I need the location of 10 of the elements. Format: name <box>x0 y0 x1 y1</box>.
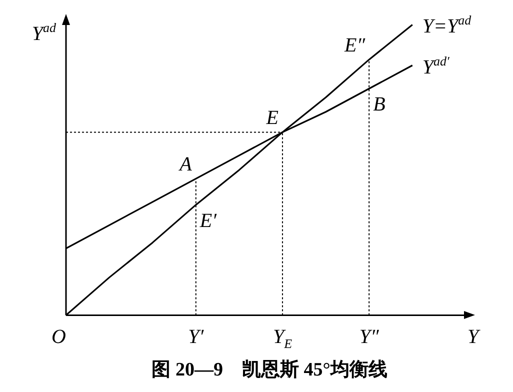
annotation: B <box>373 94 386 116</box>
annotation: A <box>178 154 193 176</box>
text: 图 20—9 凯恩斯 45°均衡线 <box>152 358 388 381</box>
x-tick-label: Y″ <box>359 326 380 348</box>
annotation: E′ <box>198 210 218 232</box>
x-tick-label: Y′ <box>188 326 204 348</box>
x-tick-label: O <box>52 326 66 348</box>
annotation: E <box>265 107 278 130</box>
x-axis-title: Y <box>467 326 480 348</box>
annotation: E″ <box>344 34 366 57</box>
